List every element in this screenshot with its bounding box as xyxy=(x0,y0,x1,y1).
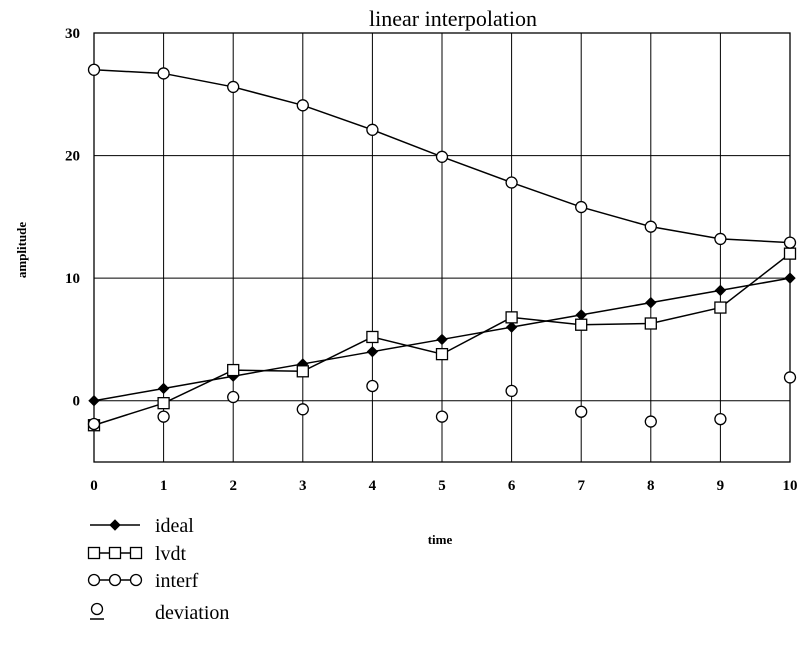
point-ideal-4 xyxy=(366,345,379,358)
point-deviation-6 xyxy=(505,384,518,398)
x-axis-label: time xyxy=(428,532,453,547)
point-interf-9 xyxy=(714,232,727,246)
point-deviation-7 xyxy=(575,405,588,418)
point-ideal-6 xyxy=(505,321,518,333)
point-lvdt-10 xyxy=(783,247,797,260)
legend-swatch-ideal xyxy=(90,519,140,531)
legend-label-deviation: deviation xyxy=(155,602,229,624)
point-lvdt-7 xyxy=(575,318,588,331)
legend-item-interf: interf xyxy=(87,570,199,592)
point-interf-0 xyxy=(87,63,101,76)
y-tick-labels: 0 10 20 30 xyxy=(65,26,80,410)
point-lvdt-9 xyxy=(714,301,727,314)
x-tick-label-8: 8 xyxy=(647,478,655,494)
y-tick-label-20: 20 xyxy=(65,149,80,165)
x-tick-label-5: 5 xyxy=(438,478,446,494)
point-ideal-8 xyxy=(645,296,657,309)
x-tick-label-4: 4 xyxy=(369,478,377,494)
legend: ideal lvdt interf deviation xyxy=(87,515,229,624)
point-ideal-10 xyxy=(784,272,796,284)
point-lvdt-1 xyxy=(157,397,170,410)
y-tick-label-10: 10 xyxy=(65,271,80,287)
point-lvdt-3 xyxy=(296,365,309,378)
point-lvdt-2 xyxy=(227,363,240,377)
chart-title: linear interpolation xyxy=(369,6,537,31)
point-deviation-8 xyxy=(644,415,657,428)
point-lvdt-4 xyxy=(366,330,379,344)
point-interf-7 xyxy=(575,200,588,214)
point-interf-3 xyxy=(296,99,309,112)
x-tick-label-6: 6 xyxy=(508,478,516,494)
legend-label-ideal: ideal xyxy=(155,515,194,537)
x-tick-label-0: 0 xyxy=(90,478,98,494)
x-tick-label-2: 2 xyxy=(229,478,237,494)
legend-swatch-interf xyxy=(87,573,143,587)
point-interf-8 xyxy=(644,220,657,233)
point-deviation-0 xyxy=(87,417,101,431)
x-tick-labels: 0 1 2 3 4 5 6 7 8 9 10 xyxy=(90,478,797,494)
point-interf-5 xyxy=(435,150,449,163)
x-tick-label-3: 3 xyxy=(299,478,307,494)
legend-item-deviation: deviation xyxy=(90,602,229,624)
point-interf-6 xyxy=(505,176,518,189)
legend-label-lvdt: lvdt xyxy=(155,543,187,565)
legend-swatch-deviation xyxy=(90,602,104,620)
point-deviation-5 xyxy=(435,410,449,423)
point-lvdt-5 xyxy=(435,347,449,361)
point-deviation-4 xyxy=(366,379,379,393)
legend-swatch-lvdt xyxy=(87,546,143,560)
point-deviation-9 xyxy=(714,412,727,426)
x-tick-label-1: 1 xyxy=(160,478,168,494)
point-ideal-0 xyxy=(88,395,100,407)
series-interf xyxy=(87,63,797,249)
point-ideal-7 xyxy=(575,309,587,321)
point-interf-4 xyxy=(366,123,379,136)
legend-item-lvdt: lvdt xyxy=(87,543,187,565)
series-deviation xyxy=(87,371,797,431)
point-interf-1 xyxy=(157,67,170,80)
y-tick-label-0: 0 xyxy=(73,394,81,410)
point-lvdt-8 xyxy=(644,317,657,330)
x-tick-label-7: 7 xyxy=(577,478,585,494)
point-interf-10 xyxy=(783,236,797,249)
point-deviation-2 xyxy=(227,390,240,404)
x-tick-label-9: 9 xyxy=(717,478,725,494)
point-deviation-1 xyxy=(157,410,170,423)
y-tick-label-30: 30 xyxy=(65,26,80,42)
x-tick-label-10: 10 xyxy=(783,478,798,494)
series-layer xyxy=(87,63,797,432)
legend-item-ideal: ideal xyxy=(90,515,194,537)
grid xyxy=(93,32,791,462)
point-deviation-3 xyxy=(296,403,309,416)
point-lvdt-6 xyxy=(505,311,518,324)
legend-label-interf: interf xyxy=(155,570,199,592)
y-axis-label: amplitude xyxy=(14,222,29,279)
point-interf-2 xyxy=(227,80,240,94)
point-ideal-5 xyxy=(436,333,448,346)
point-ideal-9 xyxy=(714,284,727,297)
point-ideal-1 xyxy=(157,382,170,395)
point-deviation-10 xyxy=(783,371,797,384)
